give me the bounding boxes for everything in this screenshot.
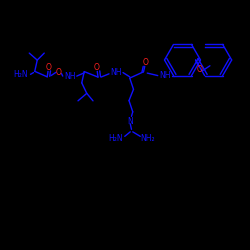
Text: NH: NH — [110, 68, 122, 77]
Text: O: O — [56, 68, 62, 77]
Text: O: O — [142, 58, 148, 67]
Text: H₂N: H₂N — [14, 70, 28, 79]
Text: H₂N: H₂N — [108, 134, 122, 143]
Text: NH₂: NH₂ — [140, 134, 155, 143]
Text: NH: NH — [159, 71, 170, 80]
Text: O: O — [46, 63, 52, 72]
Text: O: O — [94, 63, 100, 72]
Text: NH: NH — [64, 72, 76, 80]
Text: N: N — [128, 117, 133, 126]
Text: O: O — [196, 65, 202, 74]
